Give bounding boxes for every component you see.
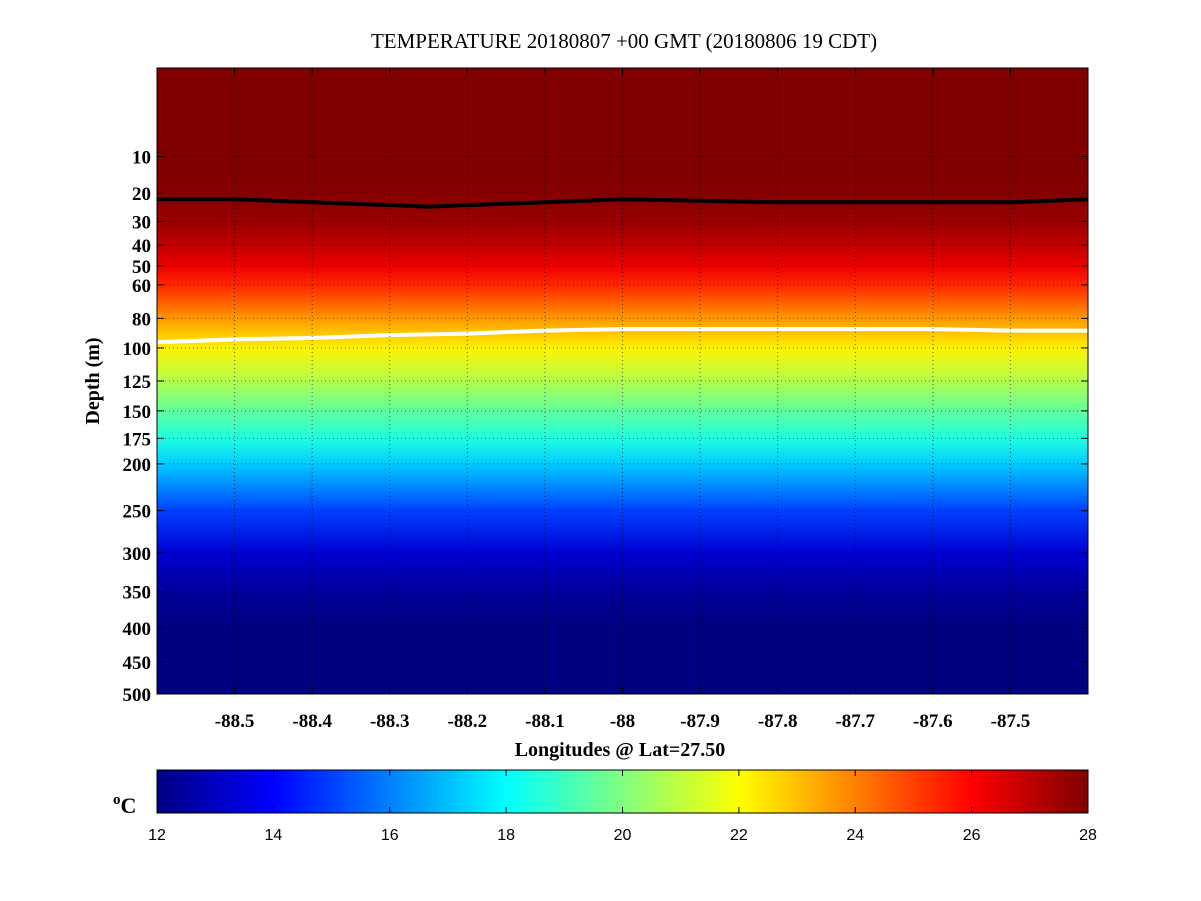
colorbar-tick-label: 16 (381, 827, 399, 844)
colorbar-tick-label: 12 (148, 827, 166, 844)
y-tick-label: 50 (132, 257, 151, 278)
colorbar: 12 14 16 18 20 22 24 26 28 oC (113, 769, 1097, 844)
colorbar-unit: oC (113, 792, 136, 818)
x-tick-label: -87.7 (835, 711, 875, 732)
y-tick-label: 250 (123, 502, 152, 523)
colorbar-tick-label: 24 (846, 827, 864, 844)
x-tick-label: -87.9 (680, 711, 720, 732)
y-tick-label: 400 (123, 619, 152, 640)
colorbar-tick-label: 18 (497, 827, 515, 844)
colorbar-gradient (156, 769, 1089, 814)
y-tick-label: 125 (123, 372, 152, 393)
contour-lines (157, 197, 1088, 345)
y-tick-label: 60 (132, 276, 151, 297)
x-tick-label: -88 (610, 711, 635, 732)
y-tick-label: 40 (132, 236, 151, 257)
colorbar-ticks: 12 14 16 18 20 22 24 26 28 (148, 770, 1097, 844)
y-tick-label: 450 (123, 653, 152, 674)
x-tick-label: -88.2 (448, 711, 488, 732)
colorbar-tick-label: 26 (963, 827, 981, 844)
x-axis-ticks: -88.5 -88.4 -88.3 -88.2 -88.1 -88 -87.9 -87.8 -8… (215, 68, 1030, 732)
x-tick-label: -88.3 (370, 711, 410, 732)
x-tick-label: -88.4 (292, 711, 332, 732)
x-tick-label: -88.1 (525, 711, 565, 732)
colorbar-tick-label: 28 (1079, 827, 1097, 844)
y-tick-label: 500 (123, 685, 152, 706)
colorbar-tick-label: 20 (614, 827, 632, 844)
x-tick-label: -87.8 (758, 711, 798, 732)
chart-title: TEMPERATURE 20180807 +00 GMT (20180806 1… (371, 29, 877, 53)
x-tick-label: -88.5 (215, 711, 255, 732)
y-tick-label: 100 (123, 339, 152, 360)
y-tick-label: 200 (123, 455, 152, 476)
y-tick-label: 80 (132, 309, 151, 330)
colorbar-tick-label: 14 (264, 827, 282, 844)
y-tick-label: 300 (123, 544, 152, 565)
y-tick-label: 350 (123, 583, 152, 604)
x-tick-label: -87.6 (913, 711, 953, 732)
contour-28c (157, 197, 1088, 209)
y-tick-label: 175 (123, 429, 152, 450)
y-tick-label: 150 (123, 402, 152, 423)
x-axis-label: Longitudes @ Lat=27.50 (515, 739, 726, 761)
colorbar-tick-label: 22 (730, 827, 748, 844)
contour-22c (157, 327, 1088, 345)
y-tick-label: 20 (132, 184, 151, 205)
plot-area (156, 67, 1089, 695)
y-tick-label: 30 (132, 212, 151, 233)
y-axis-label: Depth (m) (82, 337, 104, 424)
grid-lines (157, 68, 1088, 695)
y-tick-label: 10 (132, 148, 151, 169)
x-tick-label: -87.5 (991, 711, 1031, 732)
